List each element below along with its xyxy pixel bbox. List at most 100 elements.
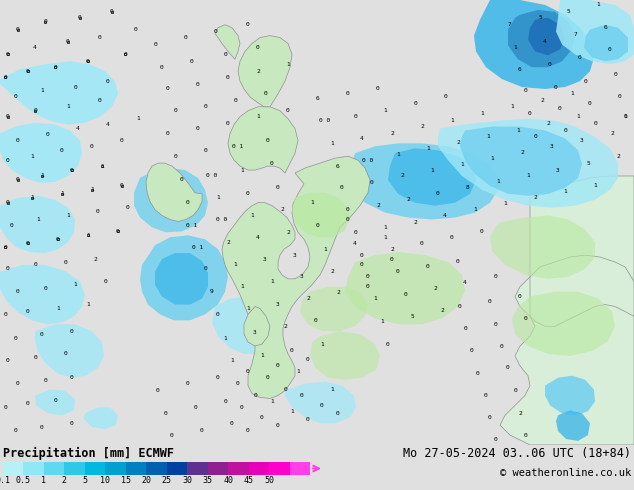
Text: 1: 1: [323, 246, 327, 252]
Polygon shape: [0, 122, 82, 183]
Polygon shape: [285, 382, 356, 423]
Text: 0: 0: [523, 316, 527, 321]
Text: 4: 4: [360, 136, 364, 141]
Text: 0: 0: [60, 148, 64, 153]
Text: 0: 0: [563, 128, 567, 133]
Bar: [65, 462, 85, 475]
Text: 0: 0: [518, 294, 522, 299]
Text: 1: 1: [426, 146, 430, 151]
Text: 0: 0: [180, 177, 184, 182]
Text: 0: 0: [443, 95, 447, 99]
Text: 0: 0: [523, 433, 527, 438]
Text: 1: 1: [40, 173, 44, 178]
Text: 0: 0: [578, 55, 582, 60]
Text: 0: 0: [6, 114, 10, 119]
Text: 0: 0: [63, 260, 67, 265]
Text: 0: 0: [46, 132, 50, 137]
Text: 1: 1: [496, 179, 500, 184]
Text: 0: 0: [488, 299, 492, 304]
Polygon shape: [292, 193, 350, 237]
Text: 0: 0: [300, 393, 304, 398]
Text: 0: 0: [40, 332, 44, 337]
Polygon shape: [528, 18, 565, 55]
Text: 5: 5: [566, 9, 570, 14]
Text: 5: 5: [410, 314, 414, 319]
Text: 0: 0: [450, 235, 454, 240]
Text: 3: 3: [556, 168, 560, 172]
Text: 2: 2: [456, 140, 460, 145]
Text: 0: 0: [156, 388, 160, 393]
Text: Mo 27-05-2024 03..06 UTC (18+84): Mo 27-05-2024 03..06 UTC (18+84): [403, 447, 631, 460]
Text: 4: 4: [543, 39, 547, 44]
Polygon shape: [556, 410, 590, 441]
Text: 0: 0: [513, 388, 517, 393]
Text: 0: 0: [360, 263, 364, 268]
Text: 1: 1: [90, 187, 94, 193]
Polygon shape: [556, 0, 634, 64]
Polygon shape: [300, 287, 368, 331]
Text: 1: 1: [36, 217, 40, 222]
Text: 2: 2: [306, 296, 310, 301]
Polygon shape: [228, 107, 298, 173]
Text: 0: 0: [13, 336, 17, 341]
Text: 3: 3: [300, 274, 304, 279]
Bar: [167, 462, 187, 475]
Text: 0: 0: [458, 304, 462, 309]
Polygon shape: [212, 296, 284, 354]
Text: 0: 0: [123, 52, 127, 57]
Text: 0: 0: [6, 267, 10, 271]
Bar: [126, 462, 146, 475]
Text: 0: 0: [26, 69, 30, 74]
Text: 0: 0: [13, 428, 17, 433]
Text: 2: 2: [413, 220, 417, 225]
Text: 0: 0: [426, 265, 430, 270]
Text: 0: 0: [70, 375, 74, 380]
Text: 1: 1: [223, 336, 227, 341]
Text: 0: 0: [26, 241, 30, 245]
Text: 4: 4: [443, 213, 447, 218]
Text: 2: 2: [520, 150, 524, 155]
Bar: [290, 462, 310, 475]
Text: 0: 0: [246, 22, 250, 27]
Text: 3: 3: [550, 144, 554, 149]
Text: 0: 0: [166, 131, 170, 136]
Text: 0: 0: [163, 411, 167, 416]
Text: 1: 1: [623, 114, 627, 119]
Text: 1: 1: [396, 152, 400, 157]
Text: 1: 1: [256, 114, 260, 119]
Text: 2: 2: [390, 131, 394, 136]
Text: 2: 2: [420, 124, 424, 129]
Text: 0: 0: [246, 428, 250, 433]
Text: 40: 40: [223, 476, 233, 485]
Text: 0: 0: [340, 185, 344, 190]
Text: 0: 0: [13, 95, 17, 99]
Text: 0: 0: [436, 191, 440, 196]
Text: 1: 1: [66, 213, 70, 218]
Polygon shape: [134, 168, 208, 232]
Text: 0: 0: [493, 274, 497, 279]
Text: 0: 0: [183, 35, 187, 40]
Text: 1: 1: [286, 62, 290, 67]
Text: 1: 1: [490, 156, 494, 161]
Text: 0: 0: [413, 101, 417, 106]
Polygon shape: [310, 331, 380, 380]
Text: 0 1: 0 1: [192, 245, 204, 250]
Text: 2: 2: [546, 121, 550, 126]
Text: 1: 1: [136, 116, 140, 121]
Text: 1: 1: [383, 235, 387, 240]
Text: 4: 4: [256, 235, 260, 240]
Text: 0: 0: [98, 35, 102, 40]
Text: 1: 1: [240, 168, 244, 172]
Text: 0.5: 0.5: [16, 476, 31, 485]
Text: 1: 1: [593, 183, 597, 188]
Text: 1: 1: [480, 111, 484, 116]
Text: 0: 0: [593, 121, 597, 126]
Polygon shape: [244, 307, 270, 346]
Text: 0: 0: [230, 421, 234, 426]
Text: 0: 0: [53, 65, 57, 70]
Text: 0: 0: [160, 65, 164, 70]
Text: 0: 0: [26, 401, 30, 406]
Text: 0: 0: [70, 421, 74, 426]
Text: 0: 0: [66, 39, 70, 44]
Polygon shape: [146, 163, 202, 221]
